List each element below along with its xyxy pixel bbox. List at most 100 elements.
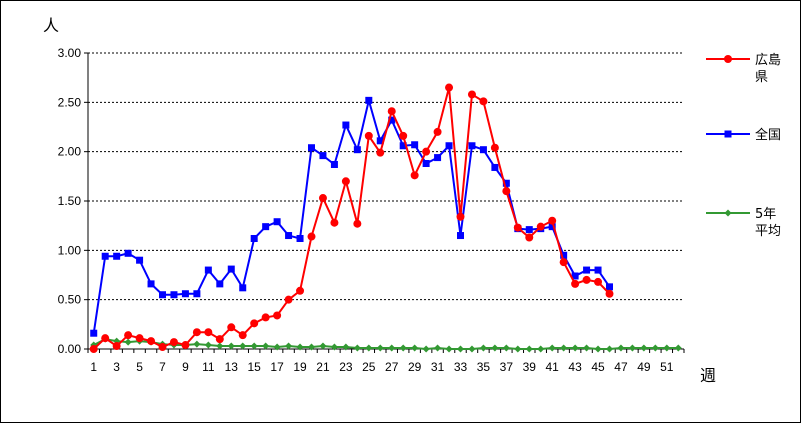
data-point bbox=[285, 232, 293, 240]
data-point bbox=[387, 107, 396, 116]
series-line bbox=[92, 100, 611, 334]
x-axis-unit-label: 週 bbox=[700, 366, 716, 385]
data-point bbox=[158, 343, 167, 352]
x-tick-label: 3 bbox=[113, 360, 120, 374]
data-point bbox=[273, 343, 281, 351]
data-point bbox=[410, 171, 419, 180]
data-point bbox=[135, 334, 144, 343]
legend-label: 平均 bbox=[755, 224, 781, 239]
y-tick-label: 3.00 bbox=[58, 46, 82, 60]
data-point bbox=[457, 345, 464, 353]
data-point bbox=[605, 289, 614, 298]
data-point bbox=[571, 279, 580, 288]
data-point bbox=[353, 219, 362, 228]
data-point bbox=[342, 343, 350, 351]
data-point bbox=[193, 290, 201, 298]
data-point bbox=[239, 284, 247, 292]
data-point bbox=[342, 121, 350, 129]
data-point bbox=[101, 252, 109, 260]
data-point bbox=[468, 142, 476, 150]
series-lines bbox=[89, 83, 682, 353]
x-tick-label: 33 bbox=[454, 360, 468, 374]
legend-marker bbox=[724, 55, 732, 63]
data-point bbox=[457, 232, 464, 240]
x-tick-label: 15 bbox=[248, 360, 262, 374]
x-tick-label: 13 bbox=[225, 360, 239, 374]
data-point bbox=[376, 344, 384, 352]
x-tick-label: 11 bbox=[202, 360, 215, 374]
data-point bbox=[502, 179, 510, 187]
data-point bbox=[502, 187, 511, 196]
data-point bbox=[434, 154, 442, 162]
x-tick-label: 9 bbox=[182, 360, 189, 374]
data-point bbox=[307, 232, 316, 241]
data-point bbox=[606, 283, 613, 291]
data-point bbox=[628, 344, 636, 352]
x-tick-label: 29 bbox=[408, 360, 422, 374]
data-point bbox=[216, 280, 224, 288]
data-point bbox=[479, 344, 487, 352]
data-point bbox=[537, 345, 545, 353]
x-tick-label: 17 bbox=[270, 360, 284, 374]
data-point bbox=[227, 323, 236, 332]
data-point bbox=[445, 345, 453, 353]
y-tick-label: 0.50 bbox=[58, 293, 82, 307]
data-point bbox=[284, 295, 293, 304]
tick-labels: 0.000.501.001.502.002.503.001 3 5 7 9 11 13 15 1… bbox=[58, 46, 674, 374]
data-point bbox=[606, 345, 613, 353]
data-point bbox=[525, 226, 533, 234]
data-point bbox=[296, 286, 305, 295]
data-point bbox=[583, 266, 591, 274]
data-point bbox=[571, 344, 579, 352]
y-tick-label: 2.00 bbox=[58, 145, 82, 159]
y-tick-label: 1.50 bbox=[58, 194, 82, 208]
legend-marker bbox=[724, 209, 732, 217]
data-point bbox=[181, 341, 190, 350]
data-point bbox=[445, 83, 454, 92]
data-point bbox=[330, 160, 338, 168]
data-point bbox=[147, 280, 155, 288]
data-point bbox=[411, 141, 419, 149]
data-point bbox=[445, 142, 453, 150]
data-point bbox=[250, 342, 258, 350]
y-tick-label: 1.00 bbox=[58, 243, 82, 257]
x-tick-label: 31 bbox=[431, 360, 445, 374]
data-point bbox=[491, 163, 499, 171]
data-point bbox=[124, 338, 132, 346]
data-point bbox=[227, 342, 235, 350]
data-point bbox=[181, 290, 189, 298]
x-tick-label: 37 bbox=[500, 360, 514, 374]
data-point bbox=[674, 344, 682, 352]
data-point bbox=[388, 116, 396, 124]
data-point bbox=[536, 222, 545, 231]
data-point bbox=[262, 223, 270, 231]
legend-label: 5年 bbox=[755, 207, 776, 222]
data-point bbox=[502, 344, 510, 352]
data-point bbox=[308, 144, 315, 152]
data-point bbox=[159, 291, 166, 299]
data-point bbox=[467, 90, 476, 99]
data-point bbox=[525, 345, 533, 353]
data-point bbox=[250, 234, 258, 242]
data-point bbox=[571, 272, 579, 280]
data-point bbox=[364, 131, 373, 140]
data-point bbox=[101, 334, 110, 343]
data-point bbox=[376, 148, 385, 157]
y-tick-label: 2.50 bbox=[58, 95, 82, 109]
x-tick-label: 27 bbox=[385, 360, 399, 374]
data-point bbox=[479, 97, 488, 106]
x-tick-label: 25 bbox=[362, 360, 376, 374]
data-point bbox=[491, 344, 499, 352]
data-point bbox=[90, 329, 98, 337]
x-tick-label: 49 bbox=[637, 360, 651, 374]
x-tick-label: 39 bbox=[523, 360, 537, 374]
data-point bbox=[399, 142, 407, 150]
gridlines bbox=[88, 52, 684, 301]
data-point bbox=[296, 234, 304, 242]
data-point bbox=[204, 341, 212, 349]
data-point bbox=[617, 344, 625, 352]
data-point bbox=[399, 344, 407, 352]
data-point bbox=[170, 291, 178, 299]
data-point bbox=[513, 223, 522, 232]
